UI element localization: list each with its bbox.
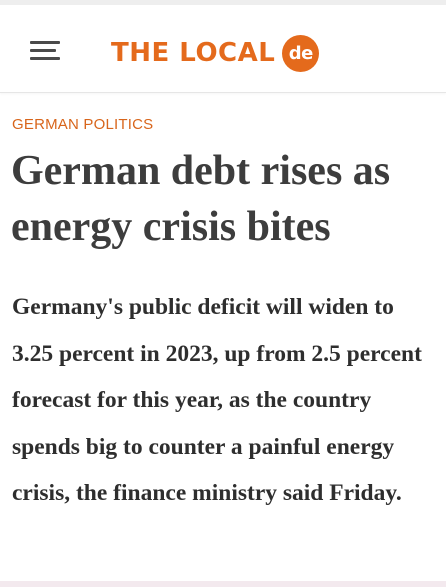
top-divider: [0, 0, 446, 5]
site-header: THE LOCAL de: [0, 5, 446, 93]
menu-bar: [30, 41, 60, 44]
menu-bar: [30, 57, 60, 60]
logo-text: THE LOCAL: [111, 38, 276, 68]
logo-badge: de: [282, 34, 320, 72]
site-logo[interactable]: THE LOCAL de: [111, 34, 320, 72]
article-lede: Germany's public deficit will widen to 3…: [12, 294, 422, 506]
category-link[interactable]: GERMAN POLITICS: [12, 116, 154, 133]
menu-bar: [30, 49, 56, 52]
bottom-divider: [0, 581, 446, 587]
hamburger-menu-icon[interactable]: [30, 41, 62, 63]
article-headline: German debt rises as energy crisis bites: [11, 148, 391, 250]
